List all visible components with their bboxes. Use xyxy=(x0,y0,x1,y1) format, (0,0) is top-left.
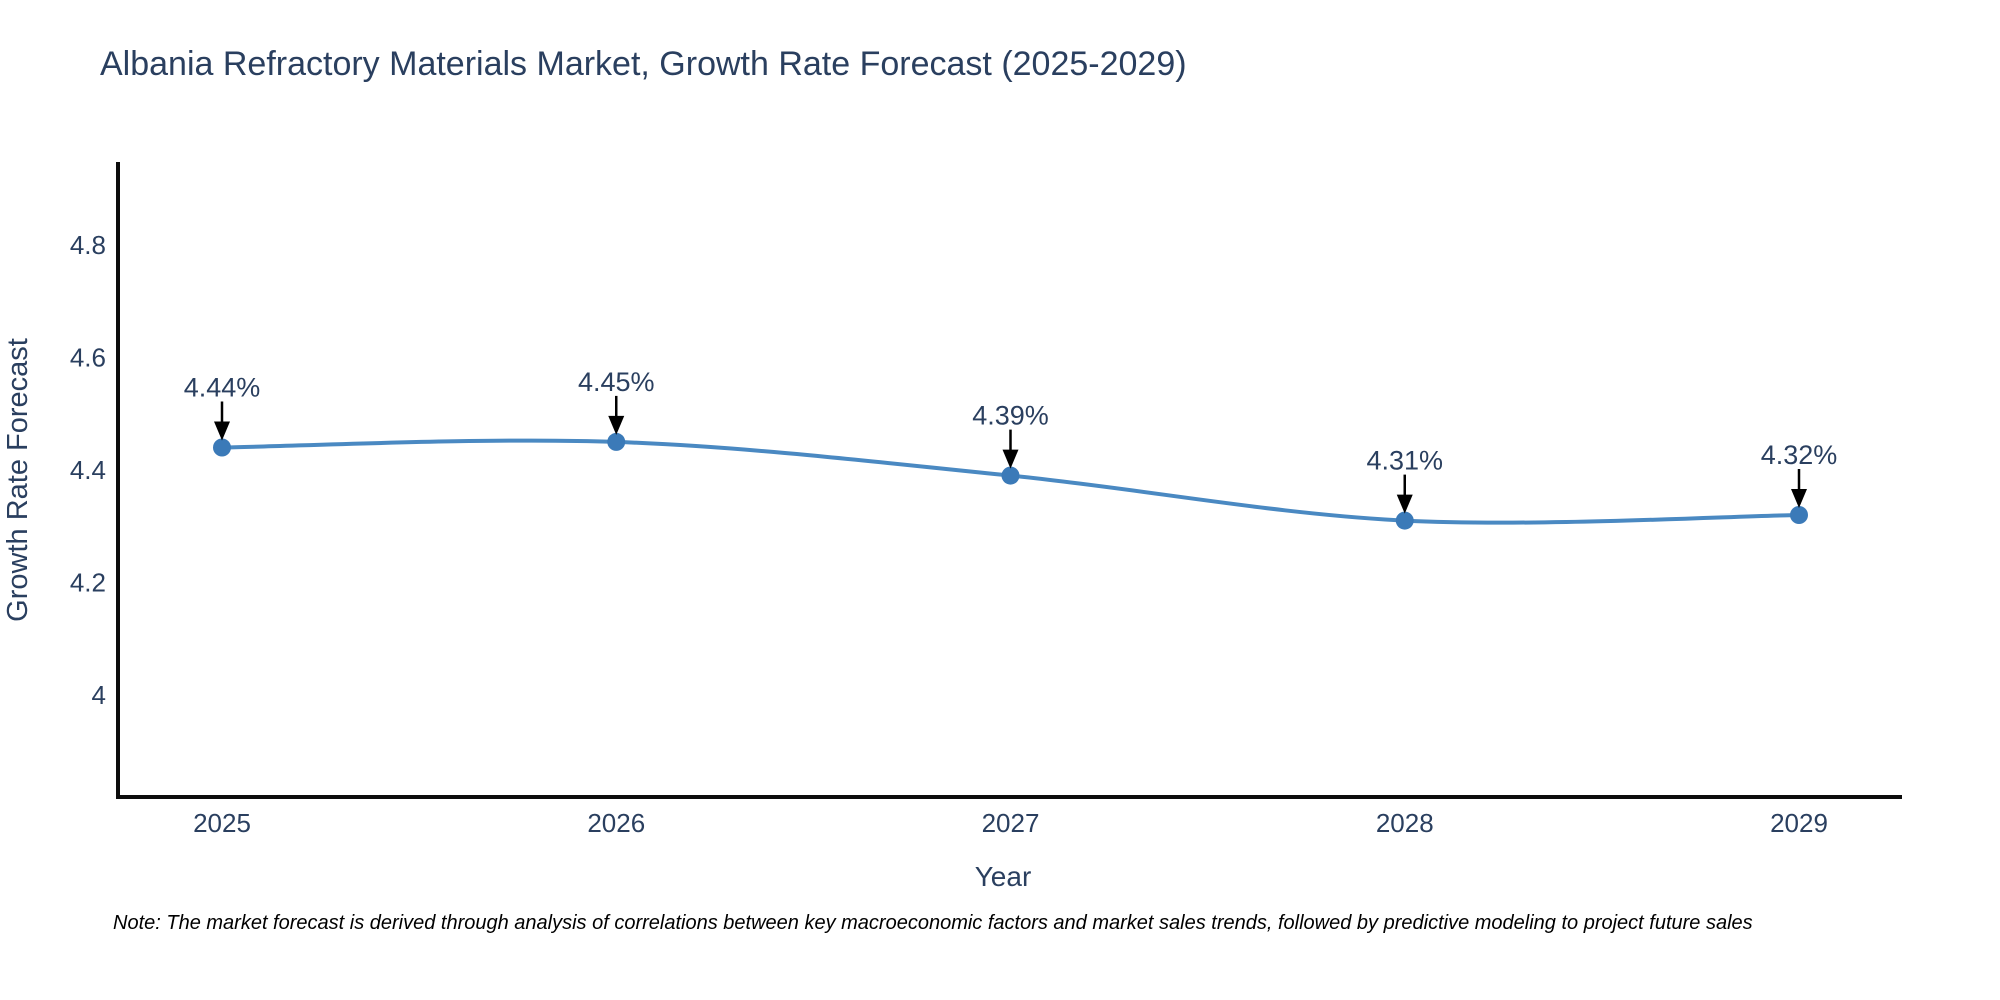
chart-title: Albania Refractory Materials Market, Gro… xyxy=(100,45,1187,83)
annotation-label: 4.44% xyxy=(184,373,261,403)
annotation-label: 4.45% xyxy=(578,367,655,397)
data-point-marker xyxy=(1395,511,1414,530)
x-tick-label: 2028 xyxy=(1376,808,1434,838)
y-tick-label: 4.2 xyxy=(70,568,106,598)
axis-lines xyxy=(116,162,1902,799)
x-tick-label: 2025 xyxy=(193,808,251,838)
x-tick-label: 2026 xyxy=(587,808,645,838)
data-point-marker xyxy=(1001,466,1020,485)
footnote: Note: The market forecast is derived thr… xyxy=(113,912,1753,934)
y-tick-label: 4 xyxy=(92,680,106,710)
annotation-arrowhead xyxy=(1791,489,1807,508)
data-point-marker xyxy=(1790,506,1808,524)
x-tick-label: 2027 xyxy=(982,808,1040,838)
annotation-arrowhead xyxy=(214,421,230,441)
annotation-label: 4.39% xyxy=(972,401,1049,431)
annotation-arrowhead xyxy=(1002,449,1019,469)
annotation-arrowhead xyxy=(1396,494,1413,514)
annotation-arrowhead xyxy=(608,415,625,435)
data-point-marker xyxy=(213,438,231,457)
x-tick-label: 2029 xyxy=(1770,808,1828,838)
y-tick-label: 4.8 xyxy=(70,230,106,260)
y-tick-label: 4.6 xyxy=(70,343,106,373)
x-axis-title: Year xyxy=(975,861,1032,892)
data-point-marker xyxy=(607,432,626,451)
y-tick-label: 4.4 xyxy=(70,455,106,485)
y-axis-title: Growth Rate Forecast xyxy=(2,338,34,622)
annotation-label: 4.32% xyxy=(1761,440,1838,470)
annotation-label: 4.31% xyxy=(1366,446,1443,476)
